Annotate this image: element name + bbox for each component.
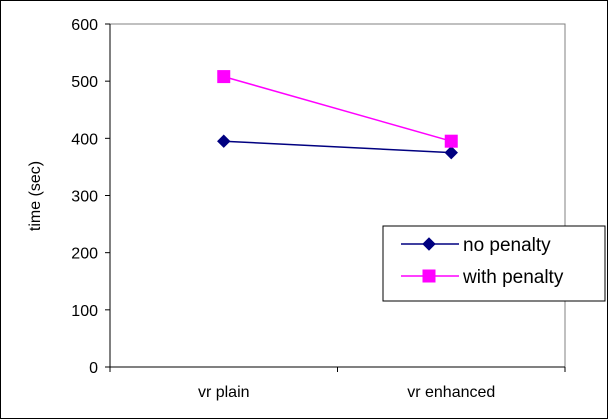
data-point-0-0 [217, 134, 231, 148]
y-tick-label: 600 [71, 17, 98, 34]
y-tick-label: 300 [71, 189, 98, 206]
legend-marker-1 [422, 269, 436, 283]
y-tick-label: 0 [89, 360, 98, 377]
legend-label-1: with penalty [462, 267, 564, 288]
x-axis: vr plain vr enhanced [109, 366, 566, 401]
legend-box [382, 225, 606, 302]
legend-label-0: no penalty [463, 235, 551, 256]
y-axis-title: time (sec) [27, 161, 44, 231]
y-tick-label: 400 [71, 131, 98, 148]
legend: no penalty with penalty [382, 225, 606, 302]
x-tick-label: vr enhanced [407, 384, 495, 401]
x-tick-label: vr plain [198, 384, 250, 401]
series-line-1 [223, 75, 452, 142]
y-axis: 0 100 200 300 400 500 600 [71, 17, 111, 377]
series-layer [217, 70, 458, 160]
data-point-1-1 [444, 134, 458, 148]
y-tick-label: 100 [71, 303, 98, 320]
y-tick-label: 200 [71, 246, 98, 263]
plot-area [109, 23, 566, 368]
data-point-1-0 [217, 70, 231, 84]
y-tick-label: 500 [71, 74, 98, 91]
series-line-0 [223, 140, 452, 154]
data-point-0-1 [444, 145, 458, 160]
legend-marker-0 [422, 237, 436, 251]
